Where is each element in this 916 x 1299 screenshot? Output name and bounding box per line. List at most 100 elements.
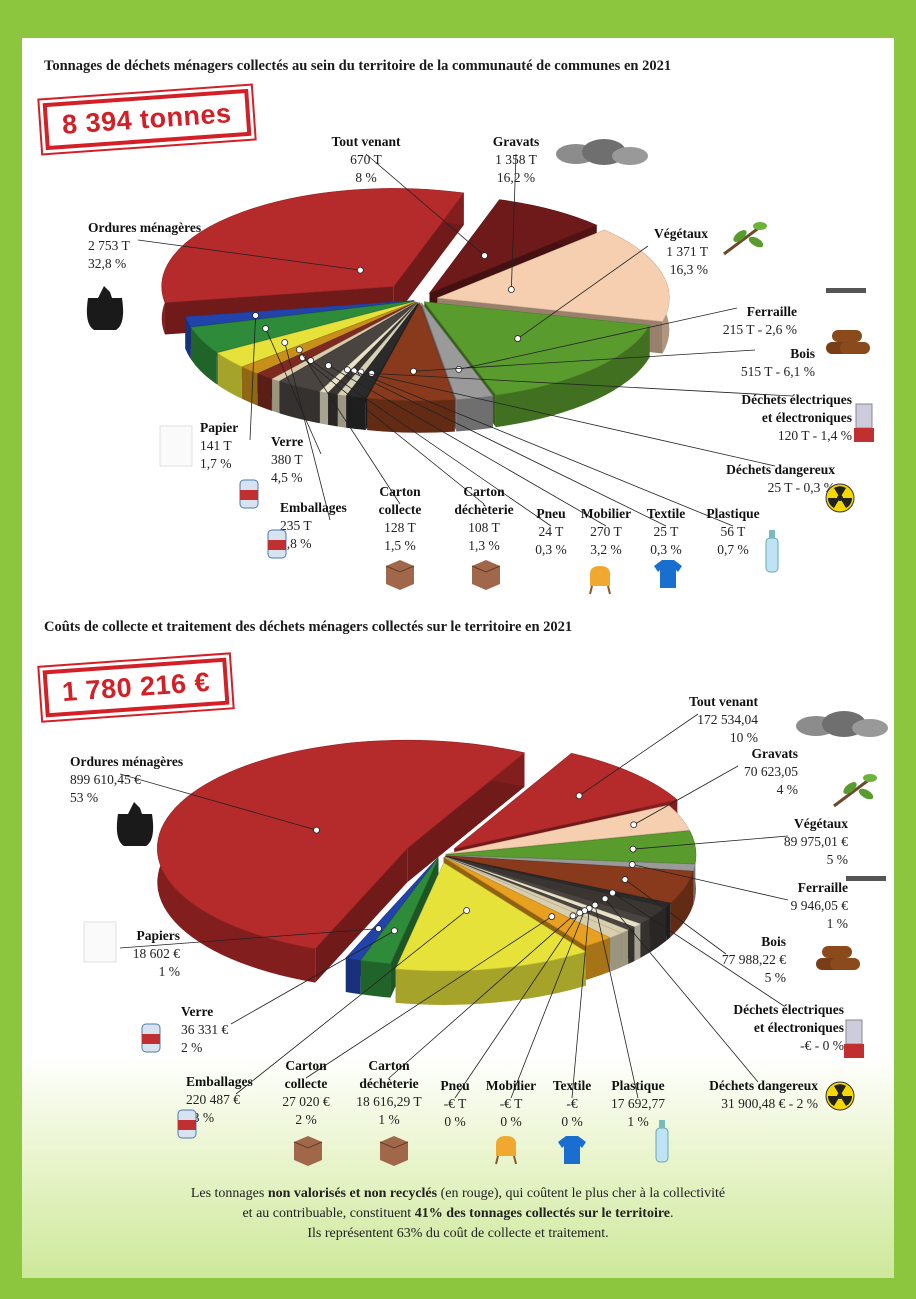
leader-dot [410, 367, 417, 375]
slice-label-name: Végétaux [654, 226, 708, 241]
blender-icon [844, 1019, 864, 1058]
slice-label-name: Plastique [706, 506, 759, 521]
paper-icon [159, 425, 193, 467]
box-icon [293, 1136, 323, 1166]
slice-label-value: 25 T [654, 524, 680, 539]
slice-label-percent: 10 % [730, 730, 758, 745]
slice-label-value: 70 623,05 [744, 764, 798, 779]
leader-line [305, 916, 553, 1079]
slice-label-name-2: collecte [379, 502, 422, 517]
slice-label-name: Ferraille [798, 880, 848, 895]
tshirt-icon [654, 560, 682, 588]
leader-line [347, 369, 667, 527]
leader-line [632, 864, 789, 901]
slice-label-name-2: collecte [285, 1076, 328, 1091]
can-icon [177, 1109, 197, 1139]
bottle-icon [655, 1120, 669, 1163]
slice-label-percent: 0 % [500, 1114, 521, 1129]
slice-label-value: 108 T [468, 520, 500, 535]
leader-dot [343, 366, 351, 374]
leader-dot [252, 312, 259, 319]
leader-dot [507, 286, 515, 293]
slice-label-percent: 0,3 % [650, 542, 682, 557]
slice-label-percent: 1 % [159, 964, 180, 979]
leader-dot [630, 821, 638, 829]
leader-dot [609, 889, 616, 897]
slice-label-percent: 0 % [561, 1114, 582, 1129]
footer-line-2: et au contribuable, constituent 41% des … [242, 1206, 674, 1221]
leader-dot [548, 913, 556, 920]
leader-line [328, 365, 607, 527]
logs-icon [816, 946, 860, 970]
paper-icon [83, 921, 117, 963]
leader-dot [575, 792, 583, 800]
slice-label-name: Carton [463, 484, 505, 499]
box-icon [379, 1136, 409, 1166]
slice-label-value: 220 487 € [186, 1092, 240, 1107]
leader-line [604, 898, 759, 1083]
leader-dot [628, 861, 636, 868]
slice-label-value: 141 T [200, 438, 232, 453]
footer-note: Les tonnages non valorisés et non recycl… [0, 1184, 916, 1244]
pie-chart-2: Ordures ménagères 899 610,45 € 53 % Tout ve… [70, 694, 848, 1129]
leader-line [353, 370, 734, 527]
leader-line [388, 915, 574, 1079]
slice-label-value: -€ [566, 1096, 577, 1111]
slice-label-percent: 0 % [444, 1114, 465, 1129]
leader-line [371, 372, 793, 397]
slice-label-name: Papiers [137, 928, 181, 943]
slice-label-name: Verre [181, 1004, 213, 1019]
leader-dot [601, 895, 609, 903]
slice-label-value: 77 988,22 € [722, 952, 786, 967]
slice-label-value: -€ T [500, 1096, 523, 1111]
slice-label-percent: 16,2 % [497, 170, 535, 185]
pie-charts: Ordures ménagères 2 753 T 32,8 % Tout venan… [70, 134, 888, 1166]
slice-label-value: 380 T [271, 452, 303, 467]
leader-dot [569, 912, 577, 920]
slice-label-percent: 2,8 % [280, 536, 312, 551]
slice-label-name: Plastique [611, 1078, 664, 1093]
slice-label-name-2: et électroniques [754, 1020, 844, 1035]
leader-line [230, 930, 395, 1025]
leader-line [365, 153, 485, 256]
leader-dot [313, 826, 320, 834]
slice-label-percent: 8 % [355, 170, 376, 185]
slice-label-name: Carton [379, 484, 421, 499]
leader-line [137, 239, 361, 271]
slice-label-name: Déchets électriques [741, 392, 852, 407]
slice-emballages [395, 862, 587, 1005]
slice-label-name: Mobilier [581, 506, 631, 521]
slice-label-value: 1 371 T [666, 244, 709, 259]
slice-label-percent: 1,7 % [200, 456, 232, 471]
leader-line [302, 357, 485, 505]
leader-line [235, 910, 467, 1095]
slice-label-percent: 1 % [378, 1112, 399, 1127]
slice-label-name: Tout venant [689, 694, 758, 709]
slice-label-percent: 4,5 % [271, 470, 303, 485]
slice-label-value: 172 534,04 [697, 712, 758, 727]
leader-line [454, 912, 581, 1099]
leader-dot [356, 266, 364, 274]
chart1-title: Tonnages de déchets ménagers collectés a… [44, 58, 672, 74]
slice-label-percent: 32,8 % [88, 256, 126, 271]
branch-icon [723, 222, 767, 256]
slice-label-name: Ferraille [747, 304, 797, 319]
leader-dot [455, 365, 463, 373]
slice-label-name: Déchets dangereux [726, 462, 835, 477]
slice-label-value: 2 753 T [88, 238, 131, 253]
slice-label-name-2: déchèterie [359, 1076, 418, 1091]
slice-label-value: 17 692,77 [611, 1096, 665, 1111]
leader-dot [621, 876, 629, 883]
slice-label-value: 36 331 € [181, 1022, 229, 1037]
can-icon [267, 529, 287, 559]
slice-label-percent: 1 % [827, 916, 848, 931]
leader-line [284, 342, 331, 521]
leader-dot [576, 909, 584, 917]
can-icon [141, 1023, 161, 1053]
slice-label-name: Gravats [752, 746, 799, 761]
chair-icon [495, 1136, 517, 1165]
slice-label-name: Textile [553, 1078, 592, 1093]
leader-line [594, 904, 639, 1099]
slice-label-name: Emballages [280, 500, 347, 515]
slice-label-percent: 5 % [765, 970, 786, 985]
